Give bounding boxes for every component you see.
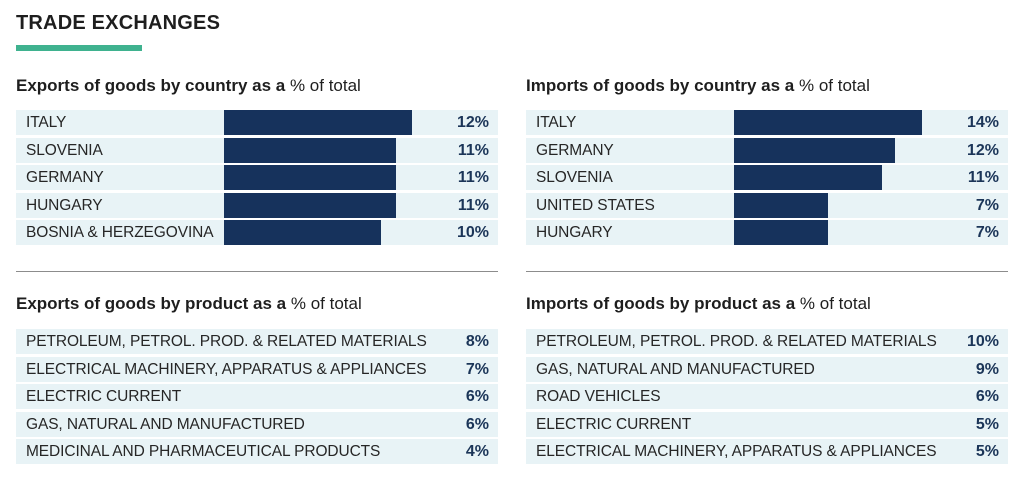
bar <box>224 137 397 163</box>
chart-row: SLOVENIA 11% <box>16 137 498 163</box>
panel-title-light: % of total <box>799 76 870 95</box>
chart-row: PETROLEUM, PETROL. PROD. & RELATED MATER… <box>16 329 498 354</box>
value-label: 12% <box>456 114 489 131</box>
row-label: ELECTRIC CURRENT <box>536 415 692 433</box>
panel-imports-by-country: Imports of goods by country as a % of to… <box>526 76 1008 245</box>
chart-row: ELECTRIC CURRENT 5% <box>526 411 1008 437</box>
panel-title-bold: Exports of goods by product as a <box>16 294 287 313</box>
row-label: GAS, NATURAL AND MANUFACTURED <box>536 360 815 378</box>
value-label: 10% <box>966 333 999 350</box>
value-label: 8% <box>465 333 489 350</box>
value-label: 11% <box>457 196 489 214</box>
panel-title-light: % of total <box>799 294 871 313</box>
title-accent-line <box>16 45 142 51</box>
row-label: MEDICINAL AND PHARMACEUTICAL PRODUCTS <box>26 443 381 460</box>
chart-row: ROAD VEHICLES 6% <box>526 384 1008 409</box>
row-label: GERMANY <box>26 169 104 186</box>
panel-title-bold: Imports of goods by country as a <box>526 76 795 95</box>
row-label: ITALY <box>536 114 577 131</box>
row-label: ELECTRIC CURRENT <box>26 388 182 405</box>
panel-title-bold: Imports of goods by product as a <box>526 294 796 313</box>
row-label: GERMANY <box>536 141 614 159</box>
panel-title-light: % of total <box>290 294 362 313</box>
chart-row: ELECTRICAL MACHINERY, APPARATUS & APPLIA… <box>16 356 498 382</box>
bar <box>224 110 412 135</box>
chart-row: BOSNIA & HERZEGOVINA 10% <box>16 220 498 245</box>
chart-row: SLOVENIA 11% <box>526 165 1008 190</box>
panel-title-light: % of total <box>289 76 361 95</box>
bar <box>224 165 397 190</box>
chart-row: UNITED STATES 7% <box>526 192 1008 218</box>
value-label: 11% <box>457 141 489 159</box>
panel-imports-by-product: Imports of goods by product as a % of to… <box>526 294 1008 464</box>
chart-row: ITALY 14% <box>526 110 1008 135</box>
bar <box>734 192 828 218</box>
chart-row: GAS, NATURAL AND MANUFACTURED 9% <box>526 356 1008 382</box>
value-label: 6% <box>975 388 999 405</box>
value-label: 10% <box>456 224 489 241</box>
value-label: 11% <box>457 169 489 186</box>
panel-exports-by-product: Exports of goods by product as a % of to… <box>16 294 498 464</box>
bar <box>734 110 922 135</box>
chart-row: HUNGARY 11% <box>16 192 498 218</box>
row-label: UNITED STATES <box>536 196 655 214</box>
value-label: 6% <box>465 388 489 405</box>
panel-title-bold: Exports of goods by country as a <box>16 76 286 95</box>
row-label: BOSNIA & HERZEGOVINA <box>26 224 214 241</box>
chart-row: PETROLEUM, PETROL. PROD. & RELATED MATER… <box>526 329 1008 354</box>
value-label: 7% <box>975 196 999 214</box>
value-label: 9% <box>975 360 999 378</box>
chart-row: HUNGARY 7% <box>526 220 1008 245</box>
bar <box>224 220 381 245</box>
bar <box>734 137 896 163</box>
page-title: TRADE EXCHANGES <box>16 12 221 34</box>
row-label: ROAD VEHICLES <box>536 388 661 405</box>
value-label: 14% <box>966 114 999 131</box>
row-label: GAS, NATURAL AND MANUFACTURED <box>26 415 305 433</box>
row-label: HUNGARY <box>536 224 613 241</box>
panel-title: Imports of goods by product as a % of to… <box>526 294 1008 314</box>
row-label: ELECTRICAL MACHINERY, APPARATUS & APPLIA… <box>26 360 427 378</box>
panel-title: Exports of goods by country as a % of to… <box>16 76 498 96</box>
value-label: 5% <box>975 415 999 433</box>
chart-row: ELECTRICAL MACHINERY, APPARATUS & APPLIA… <box>526 439 1008 464</box>
value-label: 7% <box>975 224 999 241</box>
value-label: 4% <box>465 443 489 460</box>
bar <box>224 192 397 218</box>
chart-row: ITALY 12% <box>16 110 498 135</box>
value-label: 7% <box>465 360 489 378</box>
bar <box>734 220 828 245</box>
chart-row: MEDICINAL AND PHARMACEUTICAL PRODUCTS 4% <box>16 439 498 464</box>
value-label: 6% <box>465 415 489 433</box>
chart-row: GAS, NATURAL AND MANUFACTURED 6% <box>16 411 498 437</box>
divider <box>16 271 498 272</box>
divider <box>526 271 1008 272</box>
panel-title: Exports of goods by product as a % of to… <box>16 294 498 314</box>
row-label: ELECTRICAL MACHINERY, APPARATUS & APPLIA… <box>536 443 937 460</box>
bar <box>734 165 882 190</box>
row-label: SLOVENIA <box>26 141 103 159</box>
row-label: PETROLEUM, PETROL. PROD. & RELATED MATER… <box>536 333 937 350</box>
chart-row: GERMANY 11% <box>16 165 498 190</box>
value-label: 5% <box>975 443 999 460</box>
panel-exports-by-country: Exports of goods by country as a % of to… <box>16 76 498 245</box>
panel-title: Imports of goods by country as a % of to… <box>526 76 1008 96</box>
value-label: 12% <box>966 141 999 159</box>
row-label: SLOVENIA <box>536 169 613 186</box>
chart-row: ELECTRIC CURRENT 6% <box>16 384 498 409</box>
row-label: PETROLEUM, PETROL. PROD. & RELATED MATER… <box>26 333 427 350</box>
row-label: ITALY <box>26 114 67 131</box>
row-label: HUNGARY <box>26 196 103 214</box>
chart-row: GERMANY 12% <box>526 137 1008 163</box>
value-label: 11% <box>967 169 999 186</box>
